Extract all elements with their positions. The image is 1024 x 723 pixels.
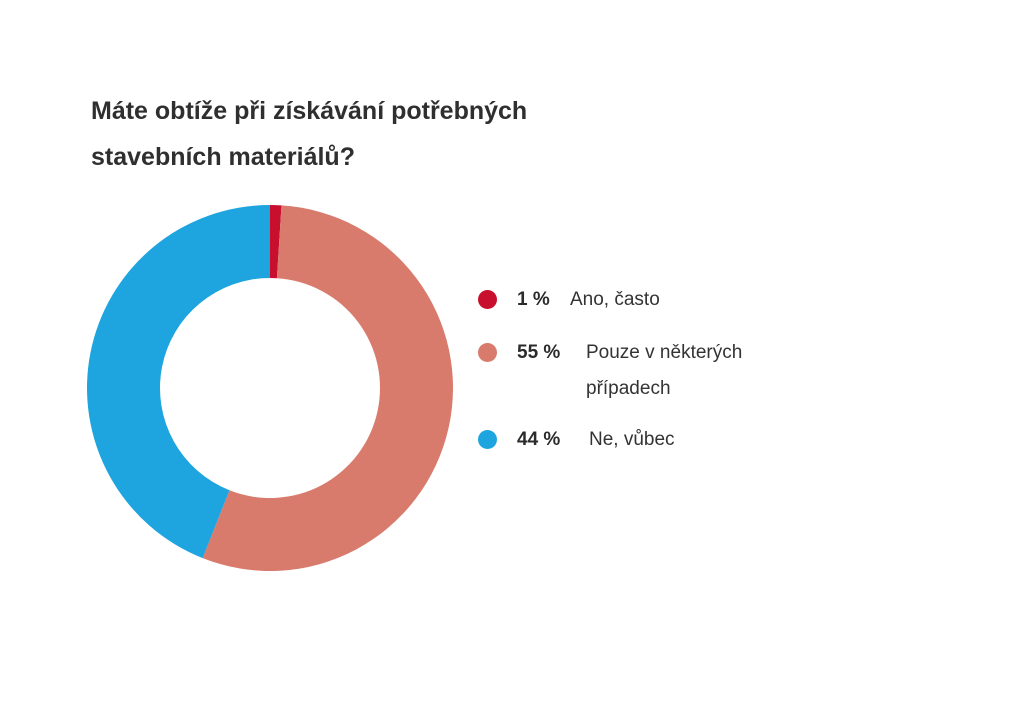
- legend-item-pouze-v-nekterych-pripadech: 55 % Pouze v některých případech: [478, 335, 798, 407]
- legend-value-pouze-v-nekterych-pripadech: 55 %: [517, 342, 561, 363]
- legend-swatch-ano-casto: [478, 290, 497, 309]
- legend-swatch-ne-vubec: [478, 430, 497, 449]
- donut-slice-pouze-v-nekterych-pripadech: [202, 205, 454, 571]
- legend-label-pouze-v-nekterych-pripadech: Pouze v některých případech: [586, 342, 743, 399]
- chart-title-line-1: Máte obtíže při získávání potřebných: [91, 97, 528, 125]
- legend-item-ne-vubec: 44 % Ne, vůbec: [478, 422, 798, 458]
- chart-title-line-2: stavebních materiálů?: [91, 143, 355, 171]
- donut-slice-ne-vubec: [86, 205, 270, 559]
- donut-slice-ano-casto: [270, 205, 282, 279]
- legend-value-ano-casto: 1 %: [517, 289, 550, 310]
- legend-item-ano-casto: 1 % Ano, často: [478, 282, 798, 318]
- chart-title: Máte obtíže při získávání potřebných sta…: [91, 88, 651, 180]
- chart-legend: 1 % Ano, často 55 % Pouze v některých př…: [478, 282, 798, 458]
- legend-label-ano-casto: Ano, často: [570, 289, 660, 310]
- donut-chart: [86, 205, 454, 571]
- legend-label-ne-vubec: Ne, vůbec: [589, 429, 675, 450]
- legend-value-ne-vubec: 44 %: [517, 429, 561, 450]
- legend-swatch-pouze-v-nekterych-pripadech: [478, 343, 497, 362]
